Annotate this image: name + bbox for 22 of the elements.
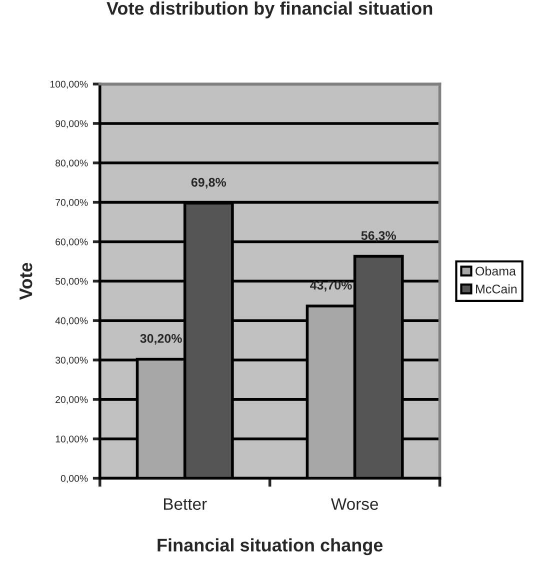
data-label: 69,8% — [191, 178, 226, 189]
chart-title: Vote distribution by financial situation — [106, 2, 432, 18]
data-label: 43,70% — [310, 280, 352, 292]
y-axis-title: Vote — [20, 262, 32, 300]
x-tick-label: Better — [164, 498, 207, 510]
legend-label: Obama — [476, 266, 516, 276]
y-tick-label: 10,00% — [56, 436, 88, 444]
y-tick-label: 70,00% — [56, 199, 88, 208]
y-tick-label: 0,00% — [60, 475, 88, 484]
y-tick-label: 40,00% — [55, 317, 88, 326]
data-label: 30,20% — [140, 334, 182, 345]
x-axis-title: Financial situation change — [158, 538, 383, 556]
y-tick-label: 30,00% — [55, 356, 88, 365]
y-tick-label: 20,00% — [56, 396, 88, 404]
data-label: 56,3% — [361, 231, 396, 242]
y-tick-label: 80,00% — [56, 160, 88, 168]
y-tick-label: 100,00% — [50, 80, 88, 89]
y-tick-label: 90,00% — [56, 120, 88, 128]
legend-label: McCain — [476, 284, 517, 294]
x-tick-label: Worse — [330, 498, 378, 510]
y-tick-label: 50,00% — [55, 278, 88, 286]
y-tick-label: 60,00% — [56, 238, 88, 246]
